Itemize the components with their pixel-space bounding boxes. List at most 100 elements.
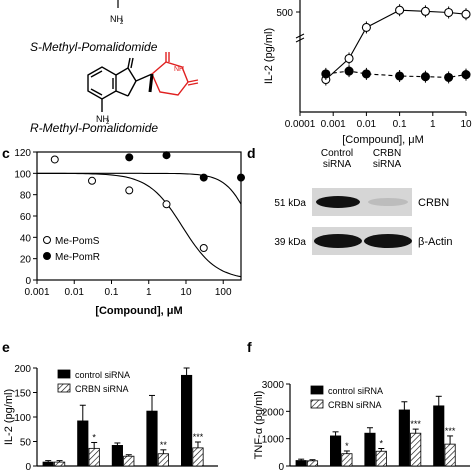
band-faint [368,198,408,206]
amine-subscript-ring: 2 [106,120,110,126]
y-tick-label: 500 [276,8,293,19]
x-tick-label: 10 [460,119,472,130]
significance-label: * [92,432,96,442]
legend-swatch [57,369,71,379]
fit-curve-me-pomr [37,172,242,205]
y-tick-label: 0 [25,276,31,287]
open-circle-point [361,22,371,33]
y-tick-label: 2000 [262,407,285,418]
legend-label: CRBN siRNA [75,384,129,394]
column-header: Control [321,148,353,159]
column-header: siRNA [373,159,402,170]
legend-label: CRBN siRNA [328,400,382,410]
panel-e-letter: e [2,339,10,355]
protein-label: β-Actin [418,236,452,248]
filled-circle-point [395,71,405,81]
x-tick-label: 0.1 [105,287,119,298]
bar-control-sirna [398,409,410,467]
bar-control-sirna [295,460,307,467]
legend-label: Me-PomS [55,236,100,247]
bar-control-sirna [433,405,445,467]
y-tick-label: 0 [278,462,284,473]
y-tick-label: 150 [14,389,31,400]
open-circle-point [444,7,454,18]
significance-label: *** [410,419,421,429]
bar-control-sirna [146,410,158,467]
legend-marker [43,236,51,244]
significance-label: * [345,441,349,451]
x-axis-label: [Compound], μM [95,305,182,317]
bar-control-sirna [364,432,376,467]
bar-control-sirna [42,461,54,467]
x-tick-label: 0.001 [24,287,49,298]
x-tick-label: 0.001 [321,119,346,130]
significance-label: * [380,439,384,449]
amine-label-ring: NH [96,114,109,124]
structure-area: NH 2 S-Methyl-Pomalidomide [30,0,199,135]
open-circle-point [344,53,354,64]
legend-label: control siRNA [328,386,383,396]
y-tick-label: 100 [14,413,31,424]
y-axis-label: IL-2 (pg/ml) [3,389,15,445]
y-tick-label: 200 [14,364,31,375]
significance-label: *** [193,432,204,442]
mw-label: 39 kDa [274,237,306,248]
y-tick-label: 80 [20,191,32,202]
r-methyl-label: R-Methyl-Pomalidomide [30,121,158,135]
x-tick-label: 1 [430,119,436,130]
bar-crbn-sirna [341,453,353,467]
y-tick-label: 50 [20,438,32,449]
x-axis-label: [Compound], μM [342,134,424,146]
panel-b-chart: 0.0001 0.001 0.01 0.1 1 10 500 [Compound], μM IL… [263,0,472,146]
x-tick-label: 10 [180,287,192,298]
open-circle-point [162,200,171,209]
x-tick-label: 0.0001 [285,119,316,130]
filled-circle-point [199,173,208,182]
filled-circle-point [321,69,331,79]
amine-subscript-top: 2 [120,20,124,26]
x-tick-label: 1 [146,287,152,298]
legend-marker [43,252,51,260]
y-tick-label: 40 [20,233,32,244]
mw-label: 51 kDa [274,198,306,209]
filled-circle-point [461,70,471,80]
filled-circle-point [361,69,371,79]
axis-break [295,33,305,39]
legend-label: control siRNA [75,370,130,380]
y-tick-label: 120 [14,148,31,159]
nh-label: NH [174,66,184,73]
y-tick-label: 0 [25,462,31,473]
filled-circle-point [444,72,454,82]
bar-crbn-sirna [123,455,135,467]
y-axis-label: TNF-α (pg/ml) [253,391,265,460]
filled-circle-point [420,72,430,82]
open-circle-point [395,5,405,15]
legend-swatch [310,399,324,409]
bar-crbn-sirna [410,432,422,467]
panel-c-chart: 0 20 40 60 80 100 120 0.001 0.01 0.1 1 10 100 [Compou… [14,148,245,317]
x-tick-label: 100 [215,287,232,298]
legend-swatch [310,385,324,395]
bar-crbn-sirna [192,447,204,467]
bar-control-sirna [111,445,123,467]
y-tick-label: 1000 [262,435,285,446]
open-circle-point [461,9,471,19]
band [314,234,362,248]
column-header: CRBN [373,148,401,159]
band [364,234,412,248]
bar-crbn-sirna [444,443,456,467]
axis-break [295,37,305,43]
bar-crbn-sirna [53,461,66,467]
filled-circle-point [125,153,134,162]
legend-swatch [57,383,71,393]
x-tick-label: 0.1 [393,119,407,130]
open-circle-point [88,176,97,185]
column-header: siRNA [323,159,352,170]
panel-f-letter: f [247,339,252,355]
y-tick-label: 20 [20,255,32,266]
bar-crbn-sirna [157,453,169,467]
